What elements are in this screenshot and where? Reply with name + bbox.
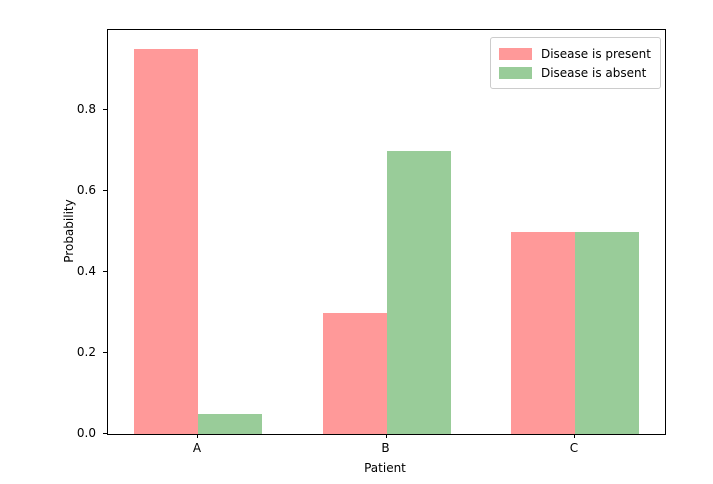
y-tick-label: 0.0 bbox=[76, 426, 96, 440]
x-tick-mark bbox=[574, 434, 575, 438]
bar-absent-A bbox=[198, 413, 262, 434]
legend-item-absent: Disease is absent bbox=[498, 63, 651, 82]
x-tick-label: B bbox=[381, 441, 390, 455]
y-tick-mark bbox=[103, 108, 107, 110]
x-tick-mark bbox=[197, 434, 198, 438]
y-tick-mark bbox=[103, 433, 107, 434]
legend-swatch-absent-icon bbox=[498, 66, 532, 79]
x-axis-label: Patient bbox=[364, 461, 406, 475]
y-tick-label: 0.8 bbox=[76, 101, 96, 116]
bar-absent-B bbox=[386, 150, 451, 434]
legend: Disease is present Disease is absent bbox=[489, 37, 661, 89]
y-tick-mark bbox=[103, 189, 107, 191]
legend-label-absent: Disease is absent bbox=[540, 65, 647, 80]
y-tick-mark bbox=[103, 351, 107, 353]
x-tick-label: A bbox=[192, 441, 202, 455]
plot-area: Disease is present Disease is absent bbox=[107, 29, 666, 435]
x-tick-label: C bbox=[569, 441, 579, 455]
y-tick-label: 0.4 bbox=[76, 263, 96, 278]
x-tick-mark bbox=[385, 434, 387, 438]
y-tick-label: 0.2 bbox=[76, 344, 96, 359]
legend-swatch-present-icon bbox=[498, 47, 532, 60]
bar-present-A bbox=[134, 49, 198, 434]
bar-present-C bbox=[511, 231, 575, 434]
legend-item-present: Disease is present bbox=[498, 44, 651, 63]
bar-present-B bbox=[322, 312, 387, 434]
legend-label-present: Disease is present bbox=[540, 46, 651, 61]
y-tick-label: 0.6 bbox=[76, 182, 96, 197]
y-tick-mark bbox=[103, 270, 107, 272]
y-axis-label: Probability bbox=[62, 199, 76, 263]
bar-absent-C bbox=[575, 231, 639, 434]
